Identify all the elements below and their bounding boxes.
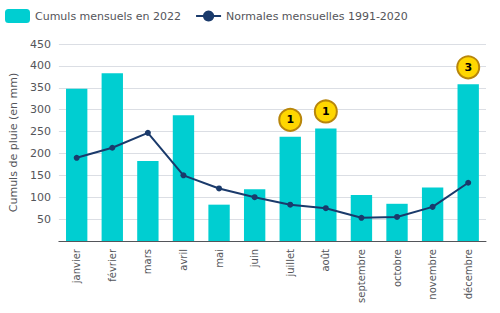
svg-text:400: 400 bbox=[30, 59, 51, 72]
svg-text:200: 200 bbox=[30, 147, 51, 160]
svg-text:100: 100 bbox=[30, 191, 51, 204]
svg-text:Normales mensuelles 1991-2020: Normales mensuelles 1991-2020 bbox=[226, 10, 408, 23]
svg-text:mars: mars bbox=[142, 249, 153, 274]
svg-text:150: 150 bbox=[30, 169, 51, 182]
svg-text:1: 1 bbox=[286, 113, 294, 126]
svg-text:300: 300 bbox=[30, 103, 51, 116]
svg-text:Cumuls de pluie (en mm): Cumuls de pluie (en mm) bbox=[7, 73, 20, 212]
svg-text:septembre: septembre bbox=[356, 249, 367, 303]
svg-text:avril: avril bbox=[178, 249, 189, 271]
svg-text:50: 50 bbox=[37, 213, 51, 226]
svg-text:février: février bbox=[107, 248, 118, 282]
svg-text:3: 3 bbox=[464, 61, 472, 74]
svg-text:mai: mai bbox=[214, 249, 225, 268]
svg-text:450: 450 bbox=[30, 38, 51, 51]
svg-text:juillet: juillet bbox=[285, 249, 296, 278]
svg-text:août: août bbox=[320, 249, 331, 272]
svg-text:350: 350 bbox=[30, 81, 51, 94]
svg-text:Cumuls mensuels en 2022: Cumuls mensuels en 2022 bbox=[35, 10, 181, 23]
svg-text:250: 250 bbox=[30, 125, 51, 138]
svg-text:1: 1 bbox=[322, 105, 330, 118]
svg-text:janvier: janvier bbox=[71, 248, 82, 284]
svg-text:juin: juin bbox=[249, 249, 260, 268]
svg-text:novembre: novembre bbox=[427, 249, 438, 300]
svg-text:décembre: décembre bbox=[463, 249, 474, 299]
svg-text:octobre: octobre bbox=[392, 249, 403, 287]
